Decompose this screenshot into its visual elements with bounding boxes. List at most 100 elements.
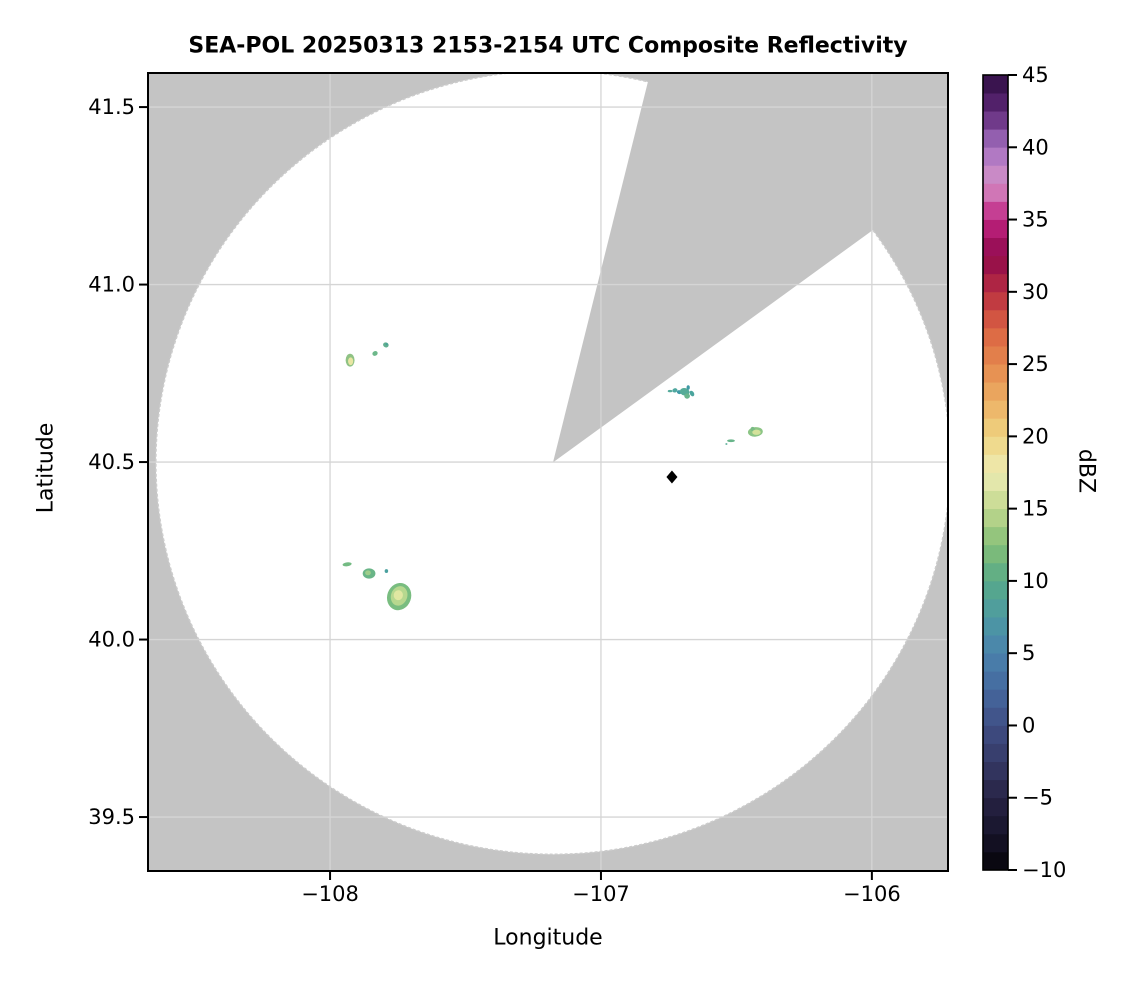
colorbar-band	[983, 490, 1008, 510]
colorbar-band	[983, 201, 1008, 220]
y-tick-label: 41.5	[88, 95, 135, 119]
colorbar-band	[983, 544, 1008, 564]
colorbar-tick-label: 15	[1022, 497, 1049, 521]
y-tick-label: 40.5	[88, 450, 135, 474]
colorbar-band	[983, 688, 1008, 708]
echo-blob	[385, 343, 388, 346]
echo-blob	[348, 357, 354, 366]
echo-e-cell-c	[747, 426, 763, 437]
echo-blob	[365, 570, 371, 576]
colorbar-band	[983, 74, 1008, 94]
colorbar-band	[983, 309, 1008, 329]
echo-blob	[384, 569, 389, 573]
colorbar-tick-label: −10	[1022, 858, 1066, 882]
colorbar-band	[983, 706, 1008, 726]
colorbar-band	[983, 634, 1008, 654]
echo-blob	[393, 590, 403, 601]
colorbar-band	[983, 128, 1008, 148]
colorbar-band	[983, 598, 1008, 618]
y-tick-label: 40.0	[88, 628, 135, 652]
colorbar-tick-label: 35	[1022, 208, 1049, 232]
echo-blob	[667, 389, 673, 393]
colorbar-band	[983, 670, 1008, 690]
colorbar-tick-label: 40	[1022, 135, 1049, 159]
colorbar-band	[983, 616, 1008, 636]
colorbar-band	[983, 435, 1008, 455]
colorbar-band	[983, 273, 1008, 293]
colorbar-band	[983, 815, 1008, 835]
colorbar-band	[983, 381, 1008, 401]
colorbar-band	[983, 508, 1008, 528]
echo-blob	[342, 562, 352, 567]
echo-nw-cell-a	[345, 353, 355, 367]
colorbar-band	[983, 851, 1008, 871]
colorbar-band	[983, 399, 1008, 419]
echo-blob	[684, 393, 690, 399]
colorbar-band	[983, 417, 1008, 437]
x-tick-label: −107	[572, 882, 630, 906]
x-axis-label: Longitude	[493, 925, 603, 951]
colorbar-tick-label: 30	[1022, 280, 1049, 304]
colorbar-band	[983, 291, 1008, 311]
echo-sw-cell-c	[384, 569, 389, 573]
site-marker-diamond	[666, 470, 678, 484]
colorbar-tick-label: 5	[1022, 641, 1035, 665]
echo-blob	[727, 439, 735, 443]
colorbar-band	[983, 761, 1008, 781]
colorbar-label: dBZ	[1073, 448, 1099, 494]
colorbar-tick-label: 45	[1022, 63, 1049, 87]
colorbar-band	[983, 164, 1008, 184]
colorbar-band	[983, 255, 1008, 275]
echo-nw-cell-c	[383, 342, 389, 348]
colorbar-band	[983, 454, 1008, 473]
echo-blob	[750, 426, 755, 432]
echo-sw-cell-a	[342, 562, 352, 567]
y-tick-label: 41.0	[88, 273, 135, 297]
colorbar-band	[983, 110, 1008, 130]
y-axis-label: Latitude	[33, 422, 59, 514]
echo-sw-cell-b	[362, 568, 376, 579]
colorbar-band	[983, 92, 1008, 112]
colorbar-band	[983, 797, 1008, 817]
colorbar-band	[983, 183, 1008, 202]
echo-sw-cell-d	[386, 582, 412, 611]
colorbar-band	[983, 779, 1008, 799]
echo-e-cell-b	[725, 439, 735, 445]
y-tick-label: 39.5	[88, 805, 135, 829]
colorbar-tick-label: 0	[1022, 713, 1035, 737]
colorbar-tick-label: 20	[1022, 424, 1049, 448]
plot-border	[147, 72, 949, 872]
colorbar-band	[983, 237, 1008, 257]
colorbar-band	[983, 833, 1008, 853]
plot-title: SEA-POL 20250313 2153-2154 UTC Composite…	[188, 33, 908, 59]
colorbar-band	[983, 562, 1008, 582]
colorbar-band	[983, 725, 1008, 744]
echo-blob	[752, 429, 761, 435]
colorbar-tick-label: −5	[1022, 786, 1053, 810]
echo-e-cell-a	[667, 385, 695, 399]
colorbar-band	[983, 526, 1008, 546]
echo-blob	[686, 385, 690, 390]
colorbar-border	[982, 74, 1009, 871]
blocked-sector-wedge	[553, 73, 948, 463]
echo-blob	[672, 388, 678, 393]
echo-nw-cell-b	[372, 351, 378, 356]
colorbar-band	[983, 345, 1008, 365]
colorbar-band	[983, 219, 1008, 239]
colorbar-tick-label: 10	[1022, 569, 1049, 593]
colorbar-band	[983, 472, 1008, 491]
colorbar-band	[983, 652, 1008, 672]
x-tick-label: −106	[843, 882, 901, 906]
echo-blob	[689, 390, 695, 397]
colorbar-band	[983, 146, 1008, 166]
colorbar-band	[983, 327, 1008, 347]
echo-blob	[725, 443, 728, 445]
colorbar-band	[983, 580, 1008, 600]
colorbar-band	[983, 363, 1008, 383]
x-tick-label: −108	[301, 882, 359, 906]
colorbar-tick-label: 25	[1022, 352, 1049, 376]
echo-blob	[372, 351, 378, 356]
colorbar-band	[983, 743, 1008, 762]
